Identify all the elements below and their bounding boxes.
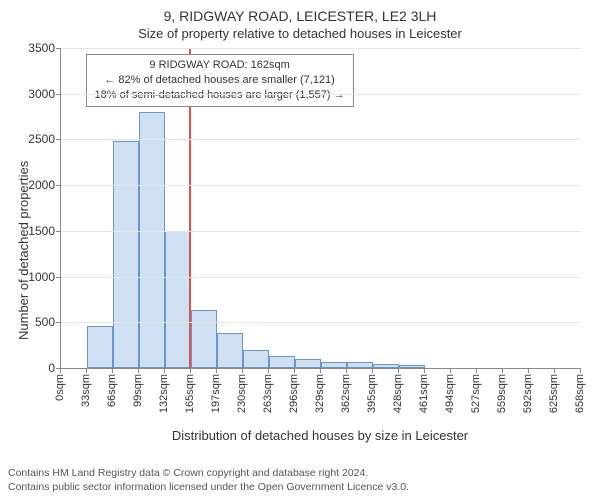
x-tick-label: 592sqm	[522, 374, 534, 413]
x-tick-label: 559sqm	[496, 374, 508, 413]
x-tick-label: 263sqm	[262, 374, 274, 413]
plot-area: 9 RIDGWAY ROAD: 162sqm ← 82% of detached…	[60, 48, 581, 369]
x-tick-label: 33sqm	[80, 374, 92, 407]
y-tick-label: 2500	[28, 132, 61, 146]
annotation-line: 9 RIDGWAY ROAD: 162sqm	[95, 58, 345, 73]
y-gridline	[61, 139, 581, 140]
footer-line: Contains public sector information licen…	[8, 480, 592, 494]
x-tick-label: 362sqm	[340, 374, 352, 413]
chart-title: Size of property relative to detached ho…	[0, 24, 600, 41]
x-tick-label: 0sqm	[54, 374, 66, 401]
footer-line: Contains HM Land Registry data © Crown c…	[8, 466, 592, 480]
x-tick-label: 230sqm	[236, 374, 248, 413]
y-tick-label: 2000	[28, 178, 61, 192]
x-tick-label: 296sqm	[288, 374, 300, 413]
y-gridline	[61, 277, 581, 278]
annotation-line: ← 82% of detached houses are smaller (7,…	[95, 73, 345, 88]
footer-attribution: Contains HM Land Registry data © Crown c…	[0, 466, 600, 494]
histogram-bar	[87, 326, 113, 368]
x-tick-label: 494sqm	[444, 374, 456, 413]
x-tick-label: 99sqm	[132, 374, 144, 407]
x-tick-label: 329sqm	[314, 374, 326, 413]
y-gridline	[61, 94, 581, 95]
chart-container: 9, RIDGWAY ROAD, LEICESTER, LE2 3LH Size…	[0, 0, 600, 500]
histogram-bar	[243, 350, 269, 368]
x-axis-title: Distribution of detached houses by size …	[172, 428, 468, 443]
y-tick-label: 1500	[28, 224, 61, 238]
y-tick-label: 1000	[28, 270, 61, 284]
x-tick-label: 625sqm	[548, 374, 560, 413]
y-gridline	[61, 185, 581, 186]
annotation-line: 18% of semi-detached houses are larger (…	[95, 88, 345, 103]
histogram-bar	[295, 359, 321, 368]
page-title: 9, RIDGWAY ROAD, LEICESTER, LE2 3LH	[0, 0, 600, 24]
x-tick-label: 197sqm	[210, 374, 222, 413]
y-tick-label: 500	[35, 315, 61, 329]
x-tick-label: 428sqm	[392, 374, 404, 413]
x-axis: 0sqm33sqm66sqm99sqm132sqm165sqm197sqm230…	[60, 368, 580, 428]
histogram-bar	[217, 333, 243, 368]
x-tick-label: 132sqm	[158, 374, 170, 413]
y-gridline	[61, 322, 581, 323]
y-gridline	[61, 48, 581, 49]
annotation-box: 9 RIDGWAY ROAD: 162sqm ← 82% of detached…	[86, 54, 354, 107]
x-tick-label: 66sqm	[106, 374, 118, 407]
histogram-bar	[165, 231, 191, 368]
y-tick-label: 3500	[28, 41, 61, 55]
y-tick-label: 3000	[28, 87, 61, 101]
x-tick-label: 658sqm	[574, 374, 586, 413]
x-tick-label: 395sqm	[366, 374, 378, 413]
x-tick-label: 165sqm	[184, 374, 196, 413]
histogram-bar	[113, 141, 139, 368]
histogram-bar	[269, 356, 295, 368]
x-tick-label: 461sqm	[418, 374, 430, 413]
x-tick-label: 527sqm	[470, 374, 482, 413]
histogram-bar	[191, 310, 217, 369]
histogram-bar	[139, 112, 165, 368]
y-gridline	[61, 231, 581, 232]
